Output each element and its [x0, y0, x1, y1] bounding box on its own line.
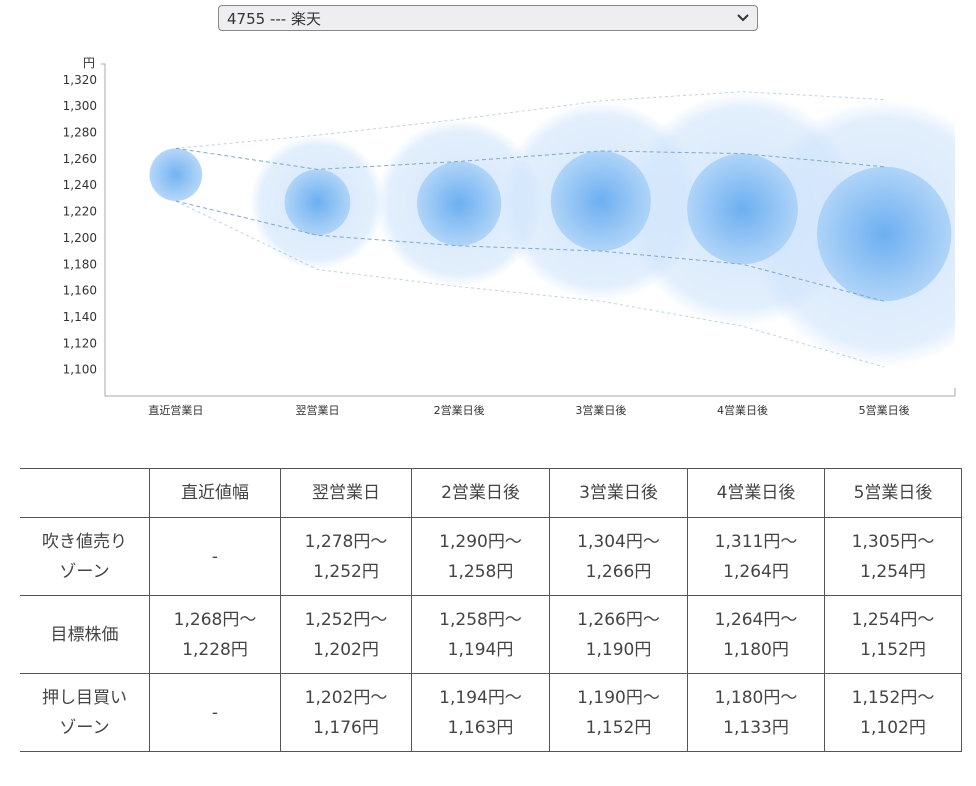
table-cell: 1,266円～ 1,190円 — [549, 595, 688, 674]
sell-zone-line — [175, 91, 885, 149]
y-tick-label: 1,320 — [63, 73, 97, 87]
y-tick-label: 1,240 — [63, 178, 97, 192]
table-cell: 1,194円～ 1,163円 — [411, 673, 550, 752]
table-cell: 1,278円～ 1,252円 — [280, 517, 412, 596]
x-tick-label: 3営業日後 — [575, 403, 626, 417]
table-cell: 1,252円～ 1,202円 — [280, 595, 412, 674]
y-tick-label: 1,140 — [63, 310, 97, 324]
table-cell: - — [149, 673, 281, 752]
table-row: 押し目買い ゾーン -1,202円～ 1,176円 1,194円～ 1,163円 1,190… — [20, 673, 962, 752]
target-bubble — [816, 166, 952, 302]
table-cell: 1,190円～ 1,152円 — [549, 673, 688, 752]
column-header: 翌営業日 — [280, 468, 412, 518]
table-cell: 1,304円～ 1,266円 — [549, 517, 688, 596]
column-header — [20, 468, 150, 518]
x-tick-label: 直近営業日 — [148, 403, 203, 417]
target-bubble — [687, 153, 798, 265]
stock-selector[interactable]: 4755 --- 楽天 — [218, 5, 758, 31]
target-bubble — [550, 150, 651, 252]
row-label: 押し目買い ゾーン — [20, 673, 150, 752]
target-high-line — [175, 147, 885, 170]
x-tick-label: 2営業日後 — [434, 403, 485, 417]
y-tick-label: 1,200 — [63, 231, 97, 245]
table-cell: 1,264円～ 1,180円 — [687, 595, 825, 674]
x-tick-label: 4営業日後 — [717, 403, 768, 417]
table-cell: 1,180円～ 1,133円 — [687, 673, 825, 752]
row-label: 吹き値売り ゾーン — [20, 517, 150, 596]
y-tick-label: 1,300 — [63, 99, 97, 113]
column-header: 2営業日後 — [411, 468, 550, 518]
y-tick-label: 1,280 — [63, 126, 97, 140]
column-header: 5営業日後 — [824, 468, 962, 518]
target-bubble — [149, 148, 203, 202]
table-cell: 1,254円～ 1,152円 — [824, 595, 962, 674]
chevron-down-icon — [737, 14, 749, 22]
table-row: 吹き値売り ゾーン -1,278円～ 1,252円 1,290円～ 1,258円 1,304… — [20, 517, 962, 596]
y-tick-label: 1,180 — [63, 257, 97, 271]
axes — [101, 63, 956, 397]
y-axis-unit: 円 — [83, 56, 95, 70]
row-label: 目標株価 — [20, 595, 150, 674]
table-cell: 1,268円～ 1,228円 — [149, 595, 281, 674]
price-forecast-chart: 円 1,100 1,120 1,140 1,160 1,180 1,200 1,220 1,24… — [63, 56, 956, 417]
y-tick-label: 1,220 — [63, 205, 97, 219]
table-cell: 1,305円～ 1,254円 — [824, 517, 962, 596]
table-cell: - — [149, 517, 281, 596]
table-cell: 1,290円～ 1,258円 — [411, 517, 550, 596]
y-tick-label: 1,160 — [63, 284, 97, 298]
table-cell: 1,258円～ 1,194円 — [411, 595, 550, 674]
target-bubble — [284, 169, 351, 236]
target-bubble — [417, 161, 502, 246]
column-header: 4営業日後 — [687, 468, 825, 518]
x-tick-label: 5営業日後 — [859, 403, 910, 417]
y-tick-label: 1,120 — [63, 336, 97, 350]
forecast-table: 直近値幅 翌営業日 2営業日後 3営業日後 4営業日後 5営業日後 吹き値売り ゾーン -1,… — [20, 468, 962, 752]
table-row: 目標株価 1,268円～ 1,228円 1,252円～ 1,202円 1,258円～ 1,1… — [20, 595, 962, 674]
table-cell: 1,152円～ 1,102円 — [824, 673, 962, 752]
column-header: 直近値幅 — [149, 468, 281, 518]
column-header: 3営業日後 — [549, 468, 688, 518]
y-tick-label: 1,260 — [63, 152, 97, 166]
table-cell: 1,202円～ 1,176円 — [280, 673, 412, 752]
stock-selector-value: 4755 --- 楽天 — [227, 9, 321, 28]
target-low-line — [175, 200, 885, 302]
table-cell: 1,311円～ 1,264円 — [687, 517, 825, 596]
y-tick-label: 1,100 — [63, 363, 97, 377]
x-tick-label: 翌営業日 — [296, 403, 340, 417]
